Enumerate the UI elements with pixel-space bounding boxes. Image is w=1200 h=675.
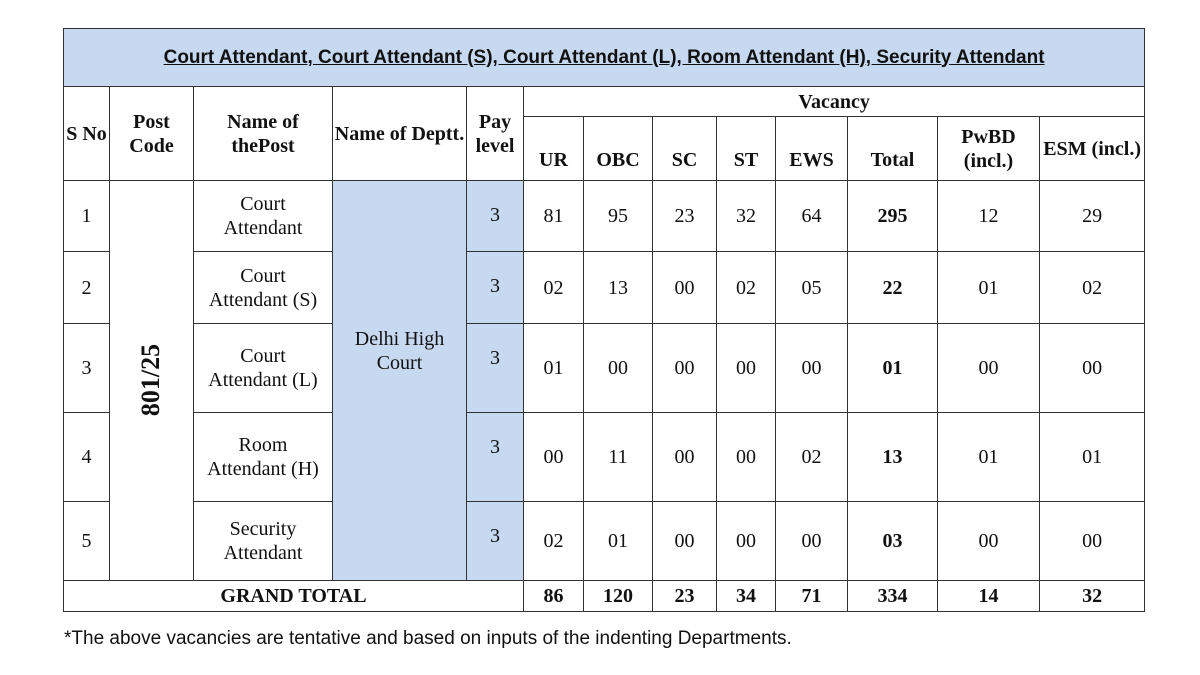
header-col: OBC <box>583 116 653 181</box>
header-post-code: Post Code <box>109 86 194 181</box>
cell-vacancy: 00 <box>652 323 717 413</box>
cell-vacancy: 00 <box>583 323 653 413</box>
cell-vacancy: 00 <box>937 323 1040 413</box>
grand-total-label: GRAND TOTAL <box>63 580 524 612</box>
cell-post-name: Court Attendant <box>193 180 333 252</box>
cell-vacancy: 01 <box>847 323 938 413</box>
cell-vacancy: 32 <box>716 180 776 252</box>
cell-vacancy: 01 <box>1038 412 1146 502</box>
grand-total-cell: 71 <box>775 580 848 612</box>
cell-vacancy: 00 <box>716 412 776 502</box>
cell-vacancy: 29 <box>1038 180 1146 252</box>
post-code-text: 801/25 <box>136 343 166 416</box>
cell-vacancy: 81 <box>523 180 584 252</box>
cell-vacancy: 00 <box>523 412 584 502</box>
header-col: EWS <box>775 116 848 181</box>
cell-dept: Delhi High Court <box>332 180 467 581</box>
cell-vacancy: 00 <box>716 501 776 581</box>
cell-vacancy: 03 <box>847 501 938 581</box>
table-row: 2 Court Attendant (S) 3 02 13 00 02 05 22 01 02 <box>63 251 1146 324</box>
cell-vacancy: 295 <box>847 180 938 252</box>
cell-vacancy: 64 <box>775 180 848 252</box>
cell-vacancy: 00 <box>652 501 717 581</box>
cell-post-name: Court Attendant (S) <box>193 251 333 324</box>
cell-vacancy: 95 <box>583 180 653 252</box>
cell-sno: 3 <box>63 323 110 413</box>
grand-total-cell: 86 <box>523 580 584 612</box>
cell-vacancy: 11 <box>583 412 653 502</box>
cell-vacancy: 22 <box>847 251 938 324</box>
cell-vacancy: 02 <box>1038 251 1146 324</box>
cell-vacancy: 00 <box>1038 501 1146 581</box>
cell-post-code: 801/25 <box>109 180 194 581</box>
header-vacancy: Vacancy <box>522 86 1146 117</box>
cell-sno: 4 <box>63 412 110 502</box>
header-post-name: Name of thePost <box>193 86 333 181</box>
table-row: 3 Court Attendant (L) 3 01 00 00 00 00 01 00 00 <box>63 323 1146 413</box>
cell-sno: 1 <box>63 180 110 252</box>
cell-vacancy: 01 <box>583 501 653 581</box>
cell-vacancy: 01 <box>937 251 1040 324</box>
grand-total-cell: 34 <box>716 580 776 612</box>
cell-post-name: Court Attendant (L) <box>193 323 333 413</box>
cell-vacancy: 00 <box>652 412 717 502</box>
header-pay: Pay level <box>466 86 524 181</box>
cell-sno: 2 <box>63 251 110 324</box>
header-col: PwBD (incl.) <box>937 116 1040 181</box>
cell-vacancy: 02 <box>523 501 584 581</box>
cell-vacancy: 00 <box>652 251 717 324</box>
vacancy-table: Court Attendant, Court Attendant (S), Co… <box>62 28 1146 612</box>
cell-vacancy: 00 <box>716 323 776 413</box>
grand-total-cell: 32 <box>1038 580 1146 612</box>
table-row: 1 801/25 Court Attendant Delhi High Court 3 8… <box>63 180 1146 581</box>
cell-post-name: Room Attendant (H) <box>193 412 333 502</box>
cell-vacancy: 13 <box>847 412 938 502</box>
table-row: 4 Room Attendant (H) 3 00 11 00 00 02 13 01 01 <box>63 412 1146 502</box>
cell-pay: 3 <box>466 323 524 413</box>
cell-vacancy: 02 <box>775 412 848 502</box>
cell-vacancy: 12 <box>937 180 1040 252</box>
grand-total-cell: 23 <box>652 580 717 612</box>
cell-vacancy: 13 <box>583 251 653 324</box>
footnote: *The above vacancies are tentative and b… <box>64 628 792 649</box>
cell-vacancy: 01 <box>937 412 1040 502</box>
header-col: ESM (incl.) <box>1038 116 1146 181</box>
cell-pay: 3 <box>466 251 524 324</box>
cell-vacancy: 00 <box>1038 323 1146 413</box>
header-sno: S No <box>63 86 110 181</box>
cell-vacancy: 05 <box>775 251 848 324</box>
cell-pay: 3 <box>466 501 524 581</box>
grand-total-cell: 120 <box>583 580 653 612</box>
cell-vacancy: 00 <box>775 323 848 413</box>
cell-post-name: Security Attendant <box>193 501 333 581</box>
cell-sno: 5 <box>63 501 110 581</box>
header-dept: Name of Deptt. <box>332 86 467 181</box>
cell-vacancy: 00 <box>775 501 848 581</box>
cell-vacancy: 02 <box>523 251 584 324</box>
header-col: SC <box>652 116 717 181</box>
cell-pay: 3 <box>466 412 524 502</box>
header-col: Total <box>847 116 938 181</box>
grand-total-cell: 14 <box>937 580 1040 612</box>
cell-vacancy: 00 <box>937 501 1040 581</box>
table-title: Court Attendant, Court Attendant (S), Co… <box>62 28 1146 87</box>
cell-vacancy: 02 <box>716 251 776 324</box>
cell-vacancy: 01 <box>523 323 584 413</box>
grand-total-cell: 334 <box>847 580 938 612</box>
table-row: 5 Security Attendant 3 02 01 00 00 00 03 00 00 <box>63 501 1146 581</box>
header-col: UR <box>523 116 584 181</box>
header-col: ST <box>716 116 776 181</box>
cell-vacancy: 23 <box>652 180 717 252</box>
cell-pay: 3 <box>466 180 524 252</box>
